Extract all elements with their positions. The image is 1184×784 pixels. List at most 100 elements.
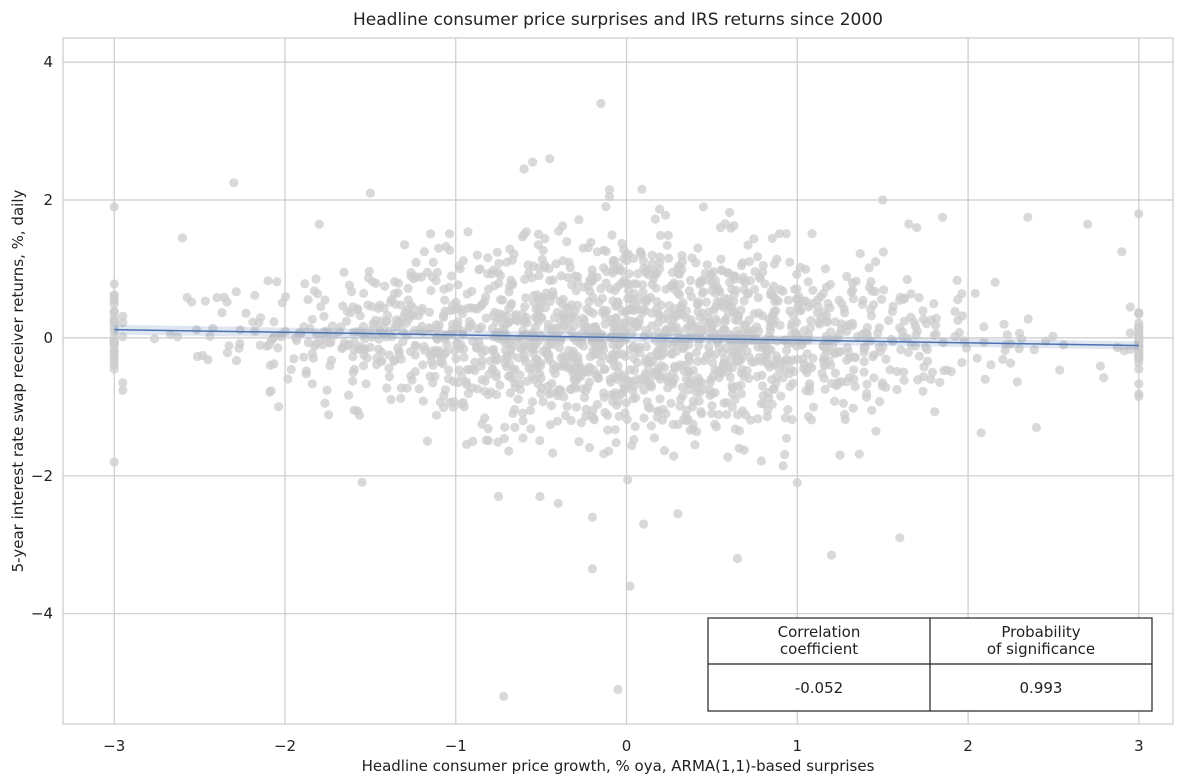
scatter-point xyxy=(858,295,868,305)
plot-frame xyxy=(62,37,1174,725)
scatter-point xyxy=(1005,358,1016,368)
scatter-point xyxy=(300,279,310,289)
scatter-point xyxy=(269,317,279,327)
scatter-point xyxy=(625,581,635,591)
scatter-point xyxy=(371,278,381,288)
scatter-point xyxy=(1099,373,1109,383)
scatter-point xyxy=(715,223,726,233)
scatter-point xyxy=(608,319,618,329)
scatter-point xyxy=(707,321,717,331)
scatter-point xyxy=(601,246,611,256)
scatter-point xyxy=(519,229,529,240)
scatter-point xyxy=(533,379,543,389)
scatter-point xyxy=(621,398,631,408)
scatter-point xyxy=(722,409,732,419)
scatter-point xyxy=(266,335,277,345)
scatter-point xyxy=(808,285,818,295)
scatter-point xyxy=(875,397,885,407)
scatter-point xyxy=(826,360,836,370)
scatter-point xyxy=(862,379,872,389)
scatter-point xyxy=(868,300,879,310)
scatter-point xyxy=(224,341,234,351)
scatter-point xyxy=(571,362,581,372)
scatter-point xyxy=(435,397,445,407)
scatter-point xyxy=(806,316,816,326)
scatter-point xyxy=(364,266,374,276)
scatter-point xyxy=(562,237,572,247)
scatter-point xyxy=(953,294,963,305)
scatter-point xyxy=(481,345,491,355)
scatter-point xyxy=(459,352,469,362)
scatter-point xyxy=(704,307,714,317)
scatter-point xyxy=(823,298,833,309)
scatter-point xyxy=(192,325,202,335)
scatter-point xyxy=(790,327,800,338)
scatter-point xyxy=(739,296,749,306)
scatter-point xyxy=(499,691,509,702)
scatter-point xyxy=(222,348,232,358)
scatter-point xyxy=(819,373,829,383)
scatter-point xyxy=(835,450,845,460)
scatter-point xyxy=(693,373,703,383)
scatter-point xyxy=(508,408,518,419)
scatter-point xyxy=(536,361,546,371)
scatter-point xyxy=(733,410,743,420)
scatter-point xyxy=(442,339,452,350)
scatter-point xyxy=(540,234,550,244)
scatter-point xyxy=(531,322,541,332)
scatter-point xyxy=(430,371,440,381)
scatter-point xyxy=(655,252,665,262)
scatter-point xyxy=(774,229,785,239)
scatter-point xyxy=(602,306,612,316)
regression-group xyxy=(114,324,1139,350)
scatter-point xyxy=(762,412,772,422)
scatter-point xyxy=(619,383,629,393)
scatter-point xyxy=(438,312,449,322)
scatter-point xyxy=(720,293,730,303)
scatter-point xyxy=(579,341,589,351)
scatter-point xyxy=(384,372,394,382)
scatter-point xyxy=(596,98,606,109)
scatter-point xyxy=(399,240,410,250)
scatter-point xyxy=(463,227,473,237)
scatter-point xyxy=(365,188,375,198)
scatter-point xyxy=(638,287,648,297)
scatter-point xyxy=(710,288,721,298)
scatter-point xyxy=(998,354,1008,364)
scatter-point xyxy=(729,347,739,358)
scatter-point xyxy=(109,357,119,367)
scatter-point xyxy=(685,275,696,286)
scatter-point xyxy=(379,323,389,333)
scatter-point xyxy=(730,315,740,325)
scatter-point xyxy=(519,341,529,351)
scatter-point xyxy=(794,300,804,310)
scatter-point xyxy=(693,243,703,253)
scatter-point xyxy=(776,391,786,401)
scatter-point xyxy=(325,361,335,371)
scatter-point xyxy=(1014,328,1025,338)
scatter-point xyxy=(109,364,119,374)
scatter-point xyxy=(234,343,244,353)
scatter-point xyxy=(311,274,321,284)
scatter-point xyxy=(636,247,646,257)
scatter-point xyxy=(339,267,349,277)
scatter-point xyxy=(569,333,579,343)
scatter-point xyxy=(614,367,624,377)
scatter-point xyxy=(999,319,1009,329)
scatter-point xyxy=(494,258,504,268)
scatter-point xyxy=(348,327,358,337)
scatter-point xyxy=(673,288,683,298)
scatter-point xyxy=(486,387,496,397)
scatter-point xyxy=(630,421,640,432)
scatter-point xyxy=(502,257,512,267)
scatter-point xyxy=(498,311,508,321)
scatter-point xyxy=(581,366,591,376)
scatter-point xyxy=(954,328,964,338)
scatter-point xyxy=(341,316,352,326)
scatter-point xyxy=(592,247,602,257)
scatter-point xyxy=(533,229,544,239)
scatter-point xyxy=(292,335,302,346)
scatter-point xyxy=(250,290,260,300)
scatter-point xyxy=(842,271,852,282)
scatter-point xyxy=(904,219,914,229)
